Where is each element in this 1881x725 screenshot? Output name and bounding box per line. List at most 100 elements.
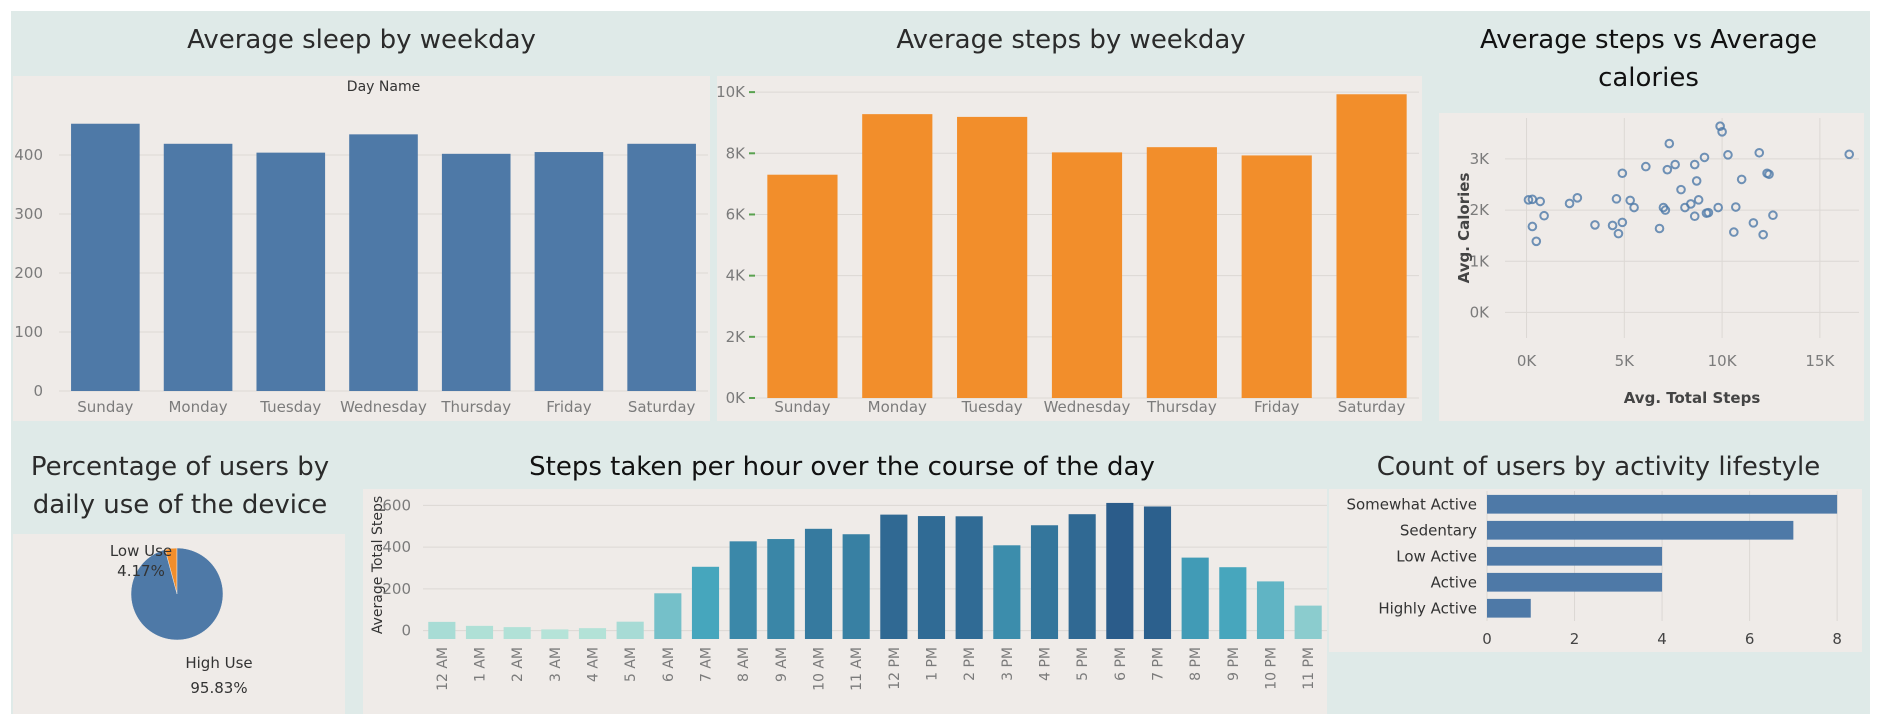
scatter-point bbox=[1572, 193, 1583, 203]
y-tick-label: Active bbox=[1431, 573, 1477, 591]
scatter-point bbox=[1527, 221, 1538, 232]
scatter-point bbox=[1758, 229, 1768, 240]
x-tick-label: 1 AM bbox=[473, 647, 489, 682]
x-tick-label: 5 AM bbox=[623, 647, 639, 682]
y-tick-label: 100 bbox=[14, 323, 43, 341]
x-tick-label: 2 bbox=[1570, 630, 1580, 648]
sleep-bar-wednesday bbox=[349, 134, 418, 391]
y-tick-label: 0K bbox=[1470, 303, 1491, 321]
x-tick-label: Sunday bbox=[77, 398, 133, 416]
y-tick-label: 200 bbox=[382, 580, 411, 598]
scatter-point bbox=[1703, 207, 1714, 218]
y-tick-label: 0K bbox=[726, 389, 747, 407]
scatter-chart-title-line2: calories bbox=[1598, 63, 1699, 93]
hourly-bar bbox=[1294, 605, 1322, 639]
pie-label-low-use: Low Use bbox=[110, 542, 172, 560]
sleep-bar-thursday bbox=[441, 153, 511, 391]
scatter-point bbox=[1689, 211, 1700, 222]
sleep-bar-friday bbox=[534, 152, 604, 391]
x-tick-label: 3 PM bbox=[1000, 647, 1016, 681]
x-tick-label: 10K bbox=[1708, 352, 1738, 370]
x-tick-label: Friday bbox=[546, 398, 592, 416]
x-tick-label: 9 PM bbox=[1226, 647, 1242, 681]
sleep-panel: Average sleep by weekday Day Name 0 100 200… bbox=[11, 11, 712, 421]
scatter-point bbox=[1768, 210, 1778, 221]
x-tick-label: Monday bbox=[168, 398, 227, 416]
scatter-point bbox=[1676, 184, 1686, 195]
scatter-point bbox=[1531, 236, 1542, 247]
y-tick-label: 6K bbox=[726, 205, 747, 223]
x-tick-label: 12 AM bbox=[435, 647, 451, 691]
x-tick-label: 6 PM bbox=[1113, 647, 1129, 681]
lifestyle-panel: Count of users by activity lifestyle 0 2 4… bbox=[1327, 429, 1870, 714]
x-tick-label: Saturday bbox=[1338, 398, 1406, 416]
x-tick-label: 4 PM bbox=[1038, 647, 1054, 681]
hourly-bar bbox=[767, 539, 795, 639]
hourly-bar bbox=[1143, 506, 1172, 639]
y-tick-label: 400 bbox=[382, 538, 411, 556]
x-tick-label: Monday bbox=[868, 398, 927, 416]
hourly-bar bbox=[428, 621, 456, 639]
scatter-point bbox=[1693, 195, 1704, 205]
steps-bar-monday bbox=[862, 114, 933, 398]
x-tick-label: 11 AM bbox=[849, 647, 865, 691]
x-tick-label: Tuesday bbox=[259, 398, 321, 416]
x-axis-header: Day Name bbox=[347, 79, 420, 95]
x-tick-label: 7 PM bbox=[1151, 647, 1167, 681]
y-tick-label: Low Active bbox=[1396, 547, 1477, 565]
y-tick-label: 4K bbox=[726, 267, 747, 285]
x-tick-label: 1 PM bbox=[925, 647, 941, 681]
steps-chart-title: Average steps by weekday bbox=[896, 25, 1246, 55]
sleep-bar-tuesday bbox=[256, 152, 326, 391]
steps-bar-saturday bbox=[1336, 94, 1407, 398]
x-tick-label: 8 AM bbox=[736, 647, 752, 682]
x-tick-label: Wednesday bbox=[1044, 398, 1131, 416]
scatter-point bbox=[1723, 150, 1733, 160]
hourly-bar bbox=[465, 625, 494, 639]
pie-value-low-use: 4.17% bbox=[117, 562, 165, 580]
scatter-point bbox=[1686, 199, 1696, 209]
scatter-point bbox=[1641, 161, 1651, 172]
scatter-point bbox=[1715, 121, 1725, 131]
hourly-bar bbox=[616, 621, 644, 639]
x-tick-label: 3 AM bbox=[548, 647, 564, 682]
hourly-chart-title: Steps taken per hour over the course of … bbox=[529, 452, 1155, 482]
sleep-bar-sunday bbox=[71, 123, 140, 392]
pie-chart-area: Low Use 4.17% High Use 95.83% bbox=[13, 534, 345, 714]
y-tick-label: 10K bbox=[717, 83, 746, 101]
y-tick-label: 300 bbox=[14, 205, 43, 223]
scatter-point bbox=[1523, 195, 1534, 205]
scatter-point bbox=[1717, 127, 1727, 137]
x-tick-label: 6 AM bbox=[661, 647, 677, 682]
x-axis-label: Avg. Total Steps bbox=[1624, 389, 1761, 407]
hourly-bar bbox=[503, 627, 531, 639]
hourly-bar bbox=[1068, 514, 1096, 639]
scatter-point bbox=[1617, 217, 1628, 228]
y-tick-label: Sedentary bbox=[1400, 521, 1477, 539]
scatter-point bbox=[1613, 228, 1624, 239]
pie-slice-high-use bbox=[130, 547, 224, 641]
y-tick-label: Somewhat Active bbox=[1346, 495, 1477, 513]
y-tick-label: 200 bbox=[14, 264, 43, 282]
hourly-bar bbox=[1256, 581, 1285, 639]
hourly-bar bbox=[654, 593, 682, 639]
x-tick-label: Friday bbox=[1254, 398, 1300, 416]
scatter-point bbox=[1590, 220, 1600, 230]
lifestyle-chart-title: Count of users by activity lifestyle bbox=[1376, 452, 1821, 482]
lifestyle-bar-active bbox=[1487, 572, 1663, 592]
x-tick-label: 12 PM bbox=[887, 647, 903, 690]
x-tick-label: Wednesday bbox=[340, 398, 427, 416]
scatter-chart-title-line1: Average steps vs Average bbox=[1479, 25, 1818, 55]
scatter-point bbox=[1699, 152, 1710, 163]
x-tick-label: 10 PM bbox=[1264, 647, 1280, 690]
scatter-point bbox=[1660, 205, 1671, 215]
scatter-point bbox=[1564, 198, 1575, 209]
pie-label-high-use: High Use bbox=[185, 654, 252, 672]
scatter-point bbox=[1535, 196, 1546, 207]
scatter-point bbox=[1730, 202, 1741, 212]
hourly-bar bbox=[917, 516, 946, 639]
scatter-point bbox=[1764, 169, 1774, 180]
scatter-point bbox=[1736, 174, 1747, 185]
pie-chart: Low Use 4.17% High Use 95.83% bbox=[110, 542, 253, 697]
